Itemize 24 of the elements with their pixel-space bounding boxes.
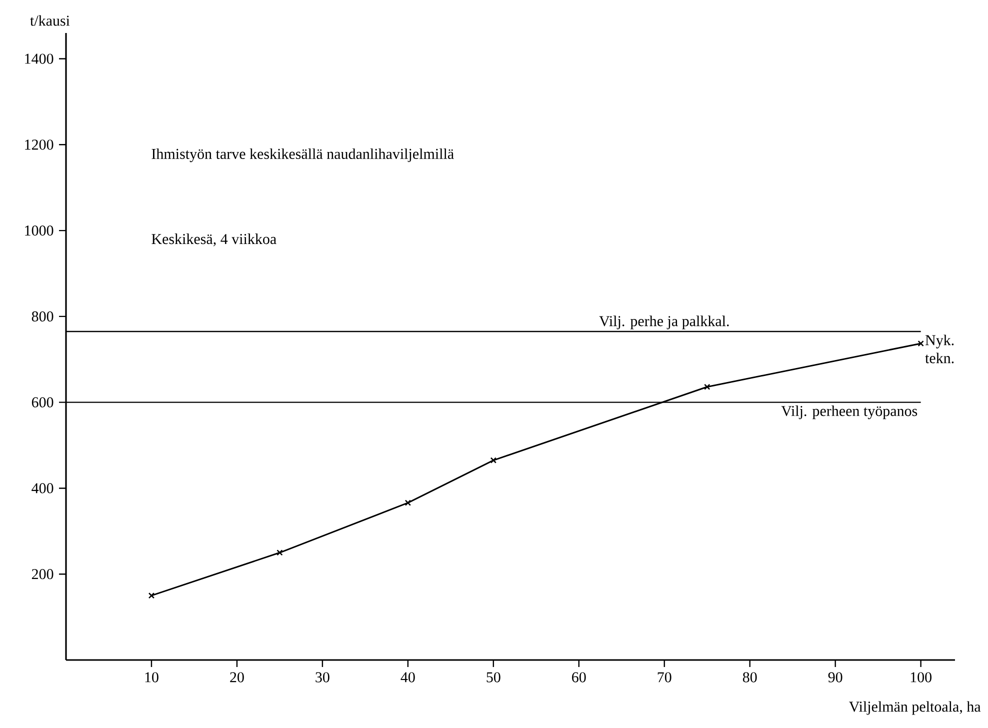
x-tick-label: 50: [486, 672, 500, 682]
y-tick-label: 1000: [25, 225, 54, 236]
y-tick-label: 200: [32, 569, 54, 580]
x-tick-label: 80: [742, 672, 757, 682]
y-tick-label: 1200: [25, 140, 54, 150]
series-label: Nyk. tekn.: [925, 334, 954, 364]
x-tick-label: 20: [230, 672, 244, 682]
y-tick-label: 800: [32, 311, 54, 322]
x-tick-label: 10: [145, 672, 158, 682]
text: Ihmistyön tarve keskikesällä naudanlihaviljelmillä: [152, 148, 454, 162]
y-tick-label: 600: [32, 397, 54, 408]
x-axis-title: Viljelmän peltoala, ha: [849, 701, 981, 715]
y-tick-label: 400: [32, 483, 54, 494]
ref-line-label: Vilj. perheen työpanos: [781, 406, 918, 420]
ref-line-label: Vilj. perhe ja palkkal.: [599, 316, 729, 330]
x-tick-label: 40: [400, 672, 415, 682]
x-tick-label: 70: [658, 672, 672, 682]
y-tick-label: 1400: [25, 54, 54, 64]
x-tick-label: 30: [316, 672, 330, 682]
y-axis-title: t/kausi: [30, 15, 70, 26]
x-tick-label: 100: [910, 672, 932, 682]
x-tick-label: 60: [572, 672, 586, 682]
x-tick-label: 90: [828, 672, 842, 682]
text: Keskikesä, 4 viikkoa: [152, 234, 276, 246]
